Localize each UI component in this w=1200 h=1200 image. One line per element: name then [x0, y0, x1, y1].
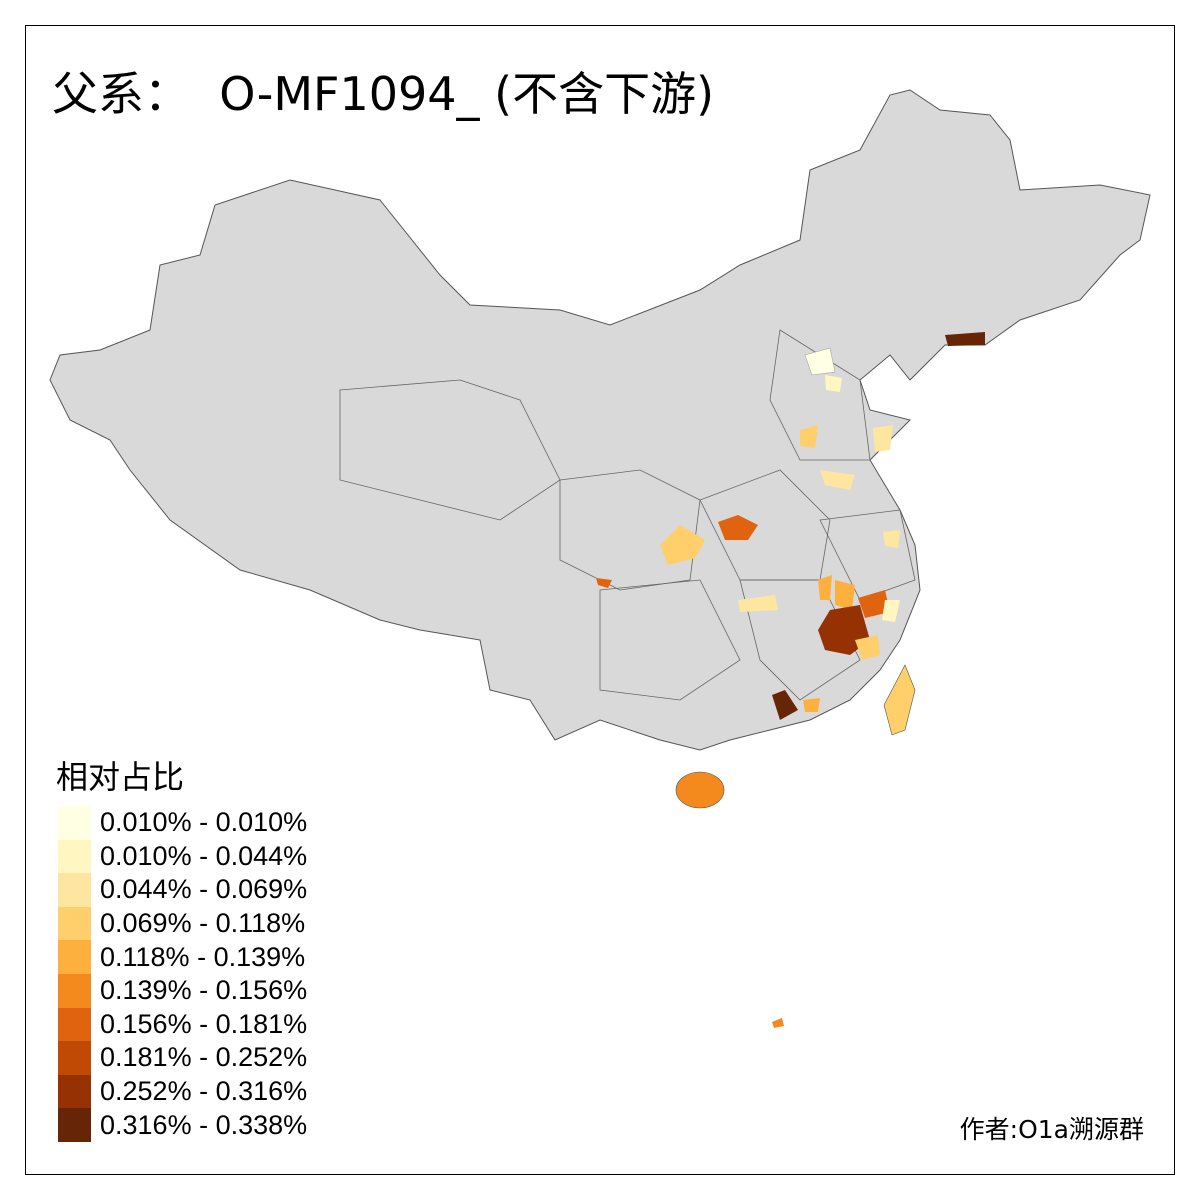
- legend-label: 0.069% - 0.118%: [100, 908, 306, 939]
- legend-item: 0.316% - 0.338%: [58, 1108, 307, 1142]
- region-zhejiang-south: [882, 600, 900, 622]
- region-beijing: [804, 347, 836, 376]
- legend-label: 0.139% - 0.156%: [100, 975, 308, 1006]
- region-liaoning: [945, 332, 985, 346]
- region-henan: [820, 470, 855, 490]
- region-taiwan: [883, 664, 916, 736]
- region-hunan: [738, 595, 778, 612]
- legend-item: 0.010% - 0.010%: [58, 806, 307, 840]
- legend-label: 0.316% - 0.338%: [100, 1109, 308, 1140]
- region-sichuan-north: [660, 525, 705, 565]
- legend-label: 0.252% - 0.316%: [100, 1076, 308, 1107]
- region-islet: [772, 1018, 784, 1028]
- legend-swatch: [58, 1108, 91, 1142]
- legend-item: 0.044% - 0.069%: [58, 873, 307, 907]
- author-credit: 作者:O1a溯源群: [959, 1115, 1144, 1144]
- legend-title: 相对占比: [56, 758, 185, 796]
- region-shanxi: [800, 425, 818, 448]
- legend-swatch: [58, 1041, 91, 1075]
- legend-swatch: [58, 1074, 91, 1109]
- province-borders: [339, 329, 916, 701]
- region-guangdong-b: [803, 698, 820, 712]
- legend-label: 0.044% - 0.069%: [100, 874, 308, 905]
- region-jiangxi-a: [835, 580, 855, 610]
- legend-item: 0.118% - 0.139%: [58, 940, 307, 974]
- legend-item: 0.252% - 0.316%: [58, 1074, 308, 1109]
- legend-item: 0.139% - 0.156%: [58, 973, 308, 1008]
- legend-label: 0.156% - 0.181%: [100, 1008, 308, 1039]
- region-sichuan-west: [596, 578, 612, 588]
- legend-swatch: [58, 1007, 91, 1042]
- legend-swatch: [58, 973, 91, 1008]
- legend-swatch: [58, 806, 91, 840]
- region-hebei: [825, 375, 842, 392]
- legend-item: 0.069% - 0.118%: [58, 906, 307, 941]
- legend-swatch: [58, 873, 91, 907]
- region-fujian: [855, 635, 880, 660]
- legend-item: 0.156% - 0.181%: [58, 1007, 308, 1042]
- region-jiangxi-north: [818, 575, 832, 600]
- legend-item: 0.181% - 0.252%: [58, 1041, 307, 1075]
- region-zhejiang: [858, 590, 890, 618]
- legend-label: 0.010% - 0.010%: [100, 807, 308, 838]
- region-hainan: [675, 771, 725, 809]
- map-title: 父系： O-MF1094_ (不含下游): [52, 67, 715, 121]
- region-guangdong: [772, 690, 798, 720]
- legend-item: 0.010% - 0.044%: [58, 839, 308, 874]
- region-jiangsu: [883, 530, 900, 548]
- legend-label: 0.010% - 0.044%: [100, 840, 308, 871]
- china-landmass: [49, 89, 1151, 751]
- legend-swatch: [58, 906, 91, 941]
- legend-swatch: [58, 839, 91, 874]
- legend-label: 0.181% - 0.252%: [100, 1042, 308, 1073]
- region-shandong: [873, 425, 893, 452]
- legend: 0.010% - 0.010% 0.010% - 0.044% 0.044% - 0…: [58, 806, 307, 1142]
- legend-swatch: [58, 940, 91, 974]
- legend-label: 0.118% - 0.139%: [100, 941, 306, 972]
- map-frame: [25, 25, 1175, 1175]
- region-shaanxi: [718, 515, 758, 540]
